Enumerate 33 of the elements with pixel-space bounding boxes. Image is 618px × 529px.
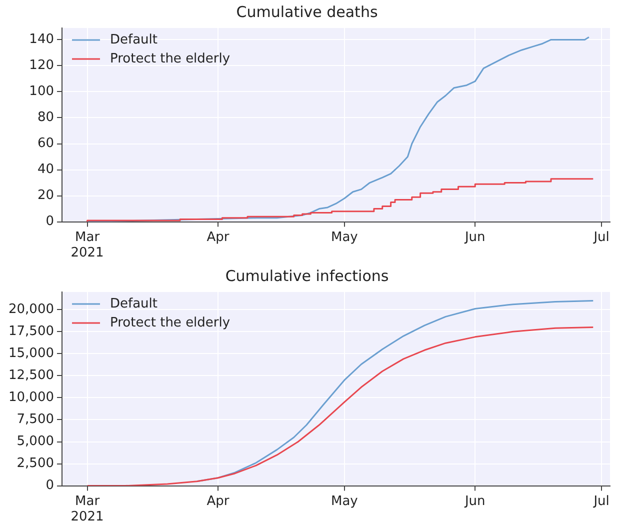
x-tick-label: Mar 2021: [70, 230, 104, 261]
legend-label: Default: [110, 32, 158, 48]
x-tick-label: Jul: [592, 230, 610, 245]
x-tick-label: Jun: [464, 230, 486, 245]
y-tick-label: 140: [29, 32, 54, 48]
x-tick-label: Apr: [206, 494, 230, 509]
y-tick-label: 20,000: [8, 302, 54, 317]
x-tick-label: May: [330, 494, 358, 509]
y-tick-label: 120: [29, 58, 54, 74]
y-tick-label: 15,000: [8, 346, 54, 362]
chart-title: Cumulative deaths: [236, 2, 378, 21]
x-tick-label: Jul: [592, 494, 610, 509]
legend-label: Protect the elderly: [110, 51, 230, 66]
y-tick-label: 17,500: [8, 324, 54, 340]
y-tick-label: 20: [37, 188, 54, 204]
y-tick-label: 60: [37, 136, 54, 152]
chart-title: Cumulative infections: [225, 266, 389, 285]
y-tick-label: 7,500: [16, 412, 54, 428]
y-tick-label: 80: [37, 110, 54, 126]
legend-label: Protect the elderly: [110, 315, 230, 330]
x-tick-label: Jun: [464, 494, 486, 509]
y-tick-label: 0: [46, 214, 54, 230]
y-tick-label: 10,000: [8, 390, 54, 406]
x-tick-label: Mar 2021: [70, 494, 104, 525]
legend-label: Default: [110, 296, 158, 312]
y-tick-label: 100: [29, 84, 54, 100]
y-tick-label: 40: [37, 162, 54, 178]
y-tick-label: 12,500: [8, 368, 54, 384]
y-tick-label: 0: [46, 478, 54, 494]
y-tick-label: 2,500: [16, 456, 54, 472]
y-tick-label: 5,000: [16, 434, 54, 450]
x-tick-label: May: [330, 230, 358, 245]
x-tick-label: Apr: [206, 230, 230, 245]
